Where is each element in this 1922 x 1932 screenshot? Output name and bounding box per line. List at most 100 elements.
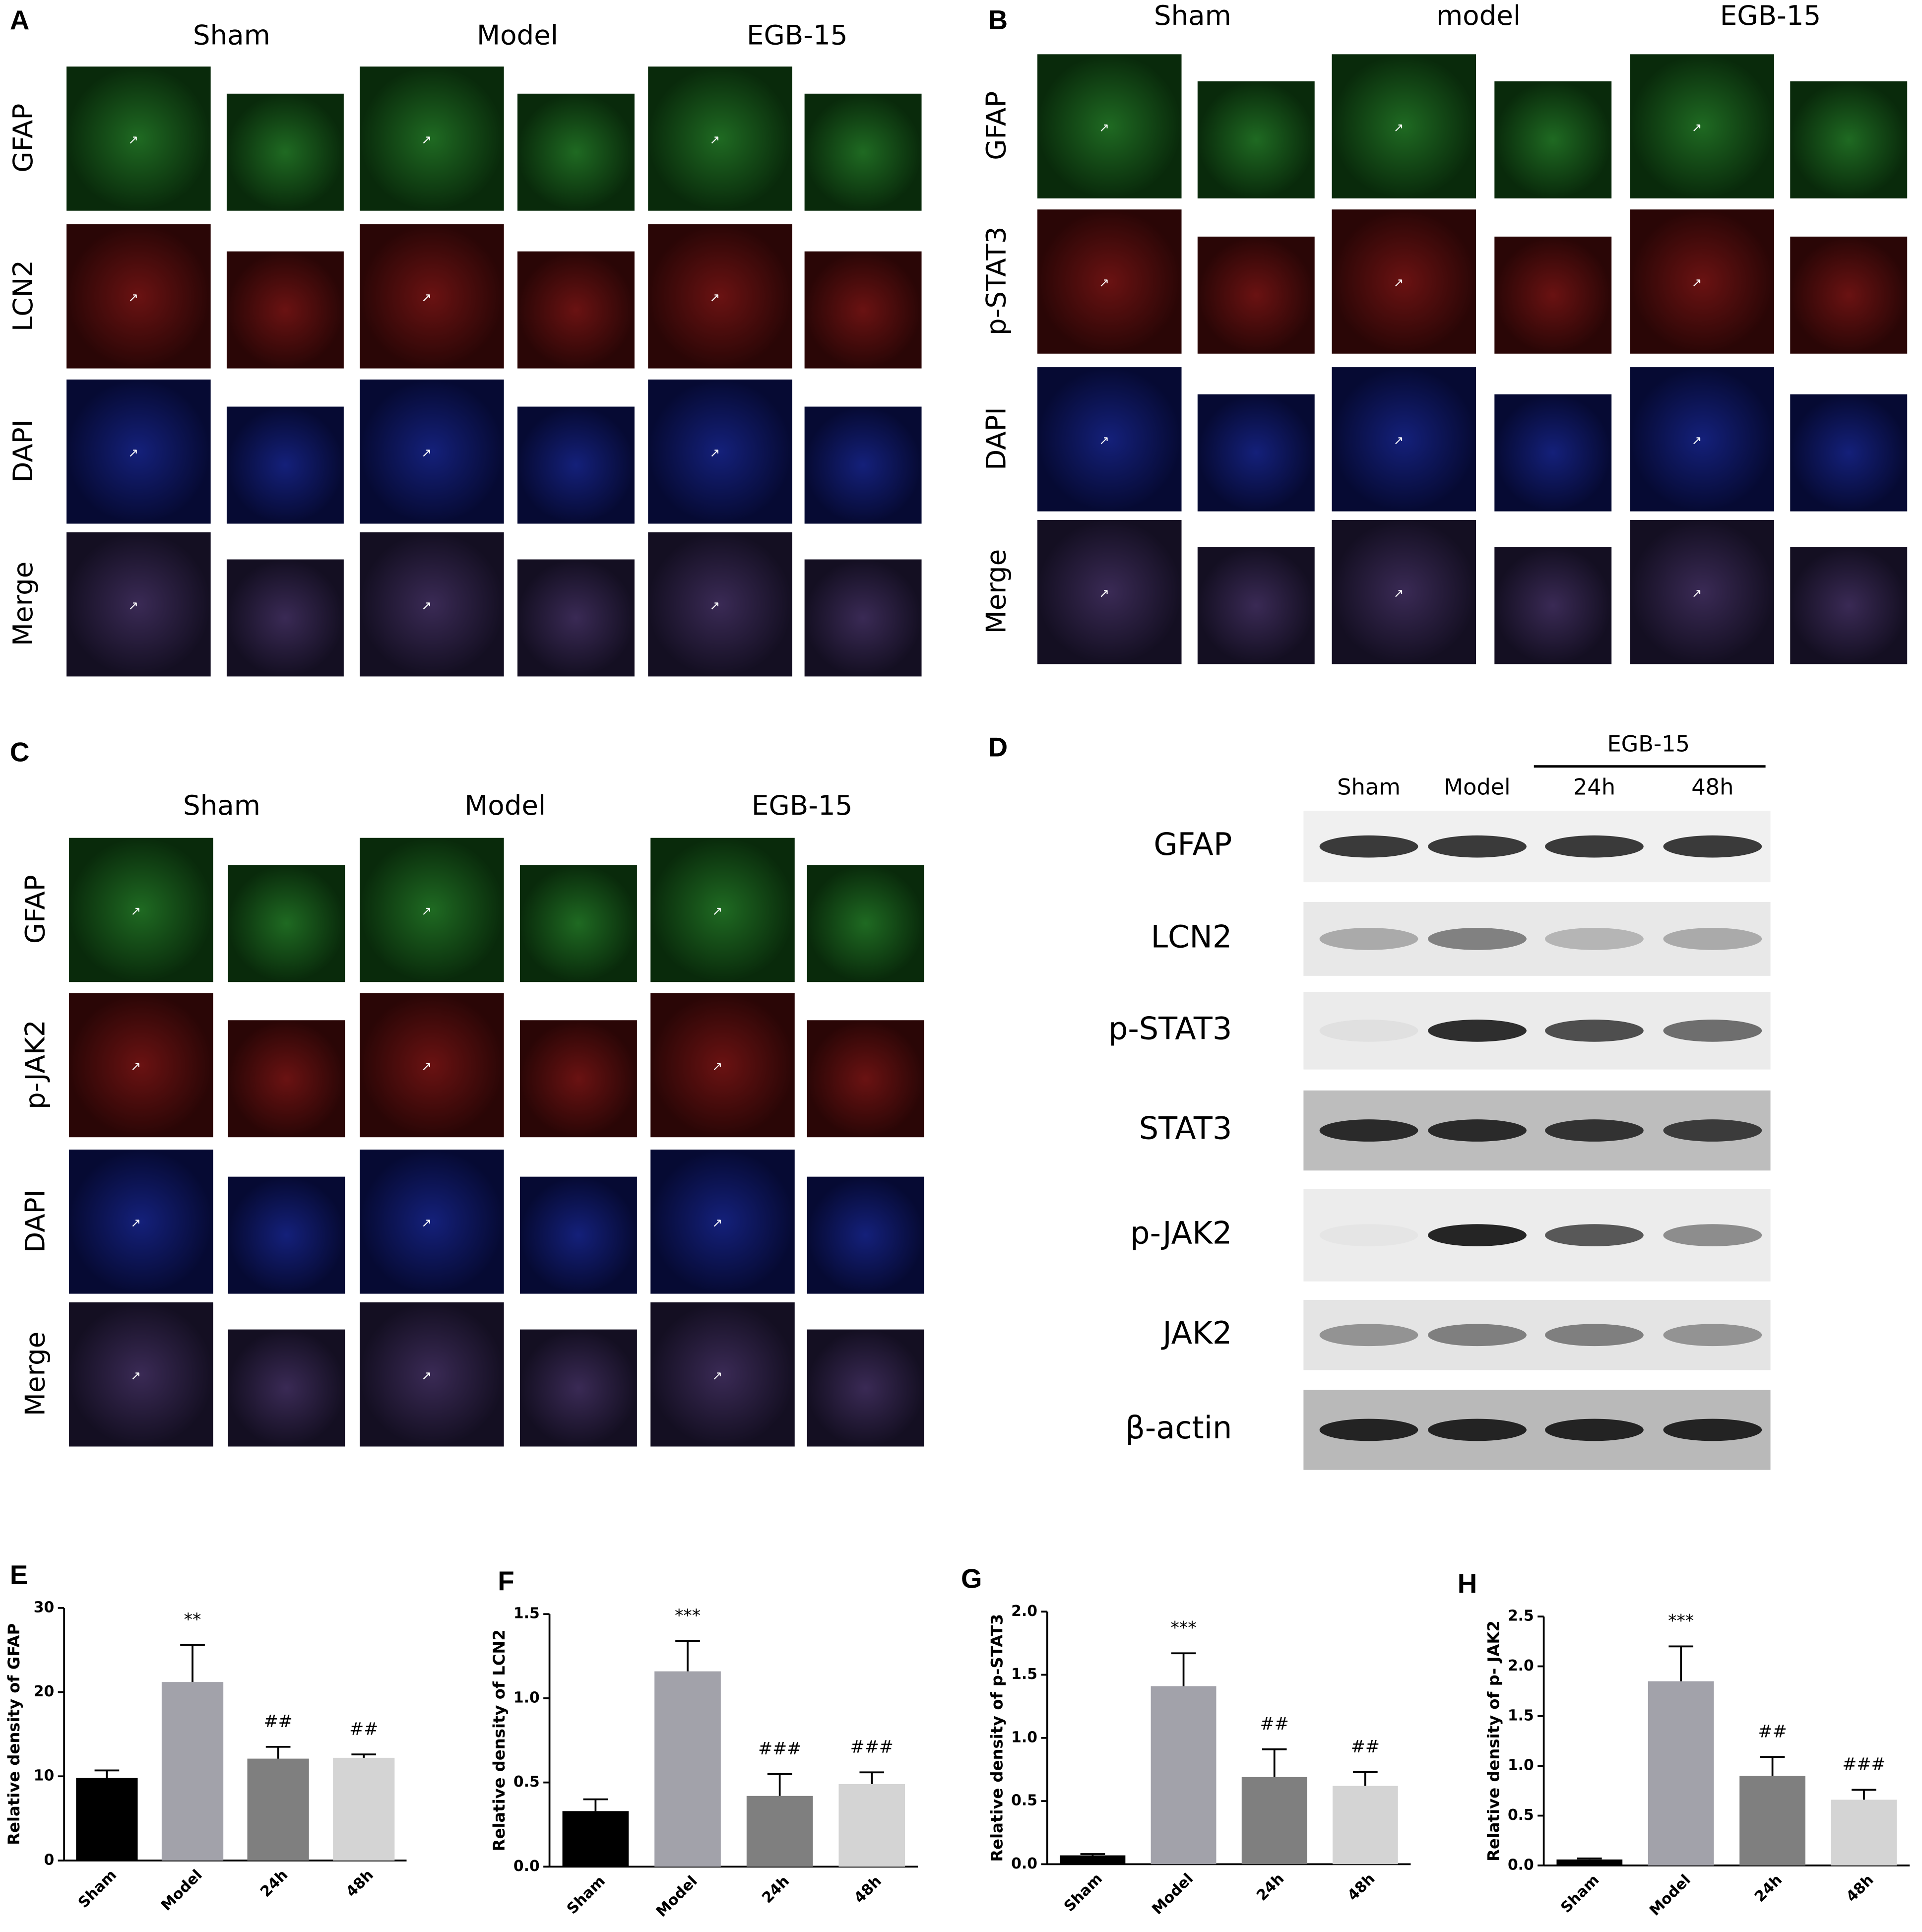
blot-strip <box>1303 1189 1771 1282</box>
arrow: ↗ <box>130 904 141 918</box>
micrograph-zoom <box>519 1020 637 1138</box>
bar <box>838 1784 905 1867</box>
micrograph <box>1332 367 1476 512</box>
annotation: ## <box>1260 1714 1289 1734</box>
x-tick-label: Sham <box>75 1867 120 1912</box>
y-tick-label: 1.5 <box>1011 1666 1037 1683</box>
micrograph <box>360 66 504 211</box>
arrow: ↗ <box>421 290 432 305</box>
bar <box>562 1811 629 1867</box>
micrograph-zoom <box>226 559 344 677</box>
annotation: ## <box>263 1712 292 1732</box>
band <box>1428 1020 1527 1042</box>
micrograph-zoom <box>226 251 344 369</box>
micrograph-zoom <box>807 1020 924 1138</box>
error-bar <box>1760 1756 1785 1776</box>
arrow: ↗ <box>421 446 432 460</box>
micrograph <box>1630 520 1774 664</box>
annotation: *** <box>675 1606 701 1626</box>
row-label: p-STAT3 <box>980 227 1012 335</box>
micrograph <box>360 532 504 677</box>
x-tick-label: 48h <box>851 1872 885 1907</box>
arrow: ↗ <box>1394 275 1404 290</box>
y-axis-title: Relative density of p- JAK2 <box>1484 1620 1503 1862</box>
error-bar <box>767 1773 792 1796</box>
micrograph-zoom <box>1197 236 1315 354</box>
arrow: ↗ <box>421 1368 432 1383</box>
error-bar <box>265 1745 291 1759</box>
bar <box>746 1796 813 1867</box>
annotation: *** <box>1170 1618 1196 1638</box>
row-label: Merge <box>7 562 39 646</box>
error-bar <box>1262 1748 1287 1777</box>
micrograph-zoom <box>228 1176 345 1294</box>
micrograph <box>648 224 792 369</box>
x-tick-label: 24h <box>257 1867 291 1901</box>
band <box>1428 1224 1527 1246</box>
micrograph <box>650 993 795 1138</box>
x-tick-label: 48h <box>1344 1870 1378 1904</box>
x-tick-label: Sham <box>564 1872 609 1918</box>
arrow: ↗ <box>128 132 138 147</box>
micrograph-zoom <box>1790 236 1908 354</box>
micrograph-zoom <box>517 559 635 677</box>
arrow: ↗ <box>1692 120 1702 134</box>
y-axis-title: Relative density of LCN2 <box>490 1629 509 1851</box>
micrograph <box>360 837 504 982</box>
panel-label: G <box>961 1564 982 1594</box>
micrograph-zoom <box>519 865 637 982</box>
bar <box>247 1758 309 1861</box>
arrow: ↗ <box>1099 586 1109 600</box>
arrow: ↗ <box>709 132 720 147</box>
bar <box>1151 1686 1217 1865</box>
micrograph-zoom <box>228 1020 345 1138</box>
y-tick-label: 0.5 <box>513 1773 540 1791</box>
band <box>1545 1020 1644 1042</box>
micrograph <box>650 1302 795 1447</box>
micrograph <box>69 1302 213 1447</box>
band <box>1428 928 1527 950</box>
bar <box>1241 1777 1307 1865</box>
lane-label: Model <box>1444 774 1510 800</box>
band <box>1545 1418 1644 1441</box>
annotation: ** <box>184 1610 201 1630</box>
micrograph-zoom <box>1790 394 1908 512</box>
micrograph <box>69 1150 213 1294</box>
lane-label: Sham <box>1337 774 1401 800</box>
row-label: GFAP <box>19 875 51 944</box>
micrograph-zoom <box>1494 81 1612 198</box>
micrograph <box>650 1150 795 1294</box>
annotation: ### <box>1842 1755 1885 1775</box>
micrograph-zoom <box>1197 81 1315 198</box>
annotation: ## <box>1758 1722 1787 1741</box>
band <box>1663 835 1762 858</box>
error-bar <box>1668 1645 1694 1681</box>
band <box>1428 1418 1527 1441</box>
micrograph-zoom <box>804 251 922 369</box>
micrograph-zoom <box>1197 547 1315 664</box>
x-tick-label: 24h <box>759 1872 793 1907</box>
column-header: Sham <box>1154 0 1231 31</box>
micrograph <box>1332 54 1476 198</box>
micrograph <box>1037 520 1182 664</box>
protein-label: p-STAT3 <box>1108 1010 1232 1046</box>
micrograph-zoom <box>1494 547 1612 664</box>
band <box>1663 928 1762 950</box>
arrow: ↗ <box>130 1216 141 1230</box>
arrow: ↗ <box>421 132 432 147</box>
panel-label: E <box>10 1560 28 1590</box>
bar <box>1739 1776 1805 1866</box>
panel-label: D <box>988 732 1008 762</box>
y-tick-label: 0.0 <box>1508 1856 1534 1873</box>
protein-label: β-actin <box>1125 1410 1232 1446</box>
x-tick-label: 48h <box>1843 1871 1877 1906</box>
x-tick-label: 24h <box>1751 1871 1786 1906</box>
protein-label: GFAP <box>1153 826 1232 862</box>
y-tick-label: 1.0 <box>1508 1757 1534 1774</box>
micrograph <box>1630 209 1774 354</box>
band <box>1319 835 1418 858</box>
micrograph <box>650 837 795 982</box>
micrograph-zoom <box>1197 394 1315 512</box>
error-bar <box>351 1753 377 1758</box>
micrograph <box>360 1150 504 1294</box>
